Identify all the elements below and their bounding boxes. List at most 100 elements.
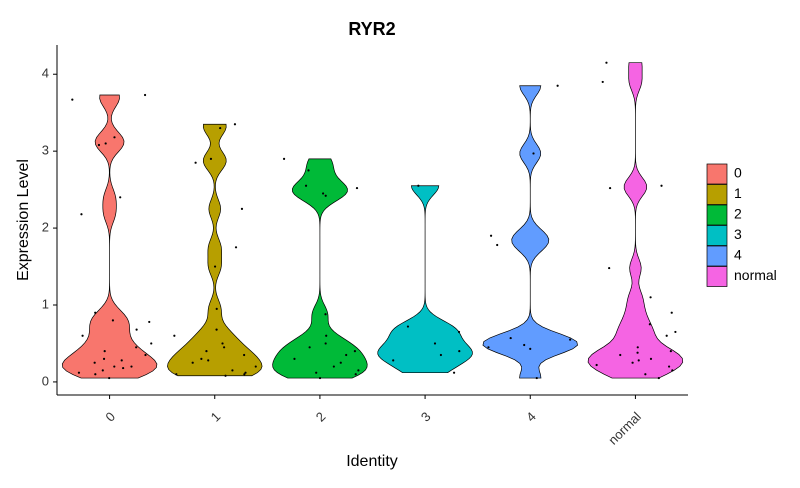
data-point: [209, 157, 213, 160]
data-point: [324, 342, 327, 345]
data-point: [595, 363, 598, 367]
data-point: [509, 336, 512, 340]
data-point: [207, 359, 210, 362]
x-tick-label: 2: [313, 409, 329, 425]
data-point: [353, 350, 357, 353]
data-point: [215, 307, 218, 310]
data-point: [200, 357, 203, 360]
data-point: [150, 342, 153, 345]
data-point: [496, 243, 499, 247]
y-tick-label: 2: [42, 220, 49, 235]
data-point: [240, 207, 244, 210]
data-point: [458, 350, 461, 353]
data-point: [674, 330, 677, 334]
legend-swatch: [706, 163, 728, 185]
data-point: [173, 334, 176, 337]
legend-label: 4: [734, 247, 742, 263]
data-point: [322, 192, 325, 195]
data-point: [325, 334, 328, 337]
data-point: [318, 376, 322, 380]
data-point: [143, 93, 147, 97]
legend-swatch: [706, 225, 728, 246]
data-point: [637, 359, 640, 362]
data-point: [215, 328, 218, 331]
data-point: [113, 136, 116, 139]
legend-swatch: [706, 204, 728, 226]
data-point: [93, 361, 96, 364]
data-point: [77, 371, 81, 374]
data-point: [457, 330, 461, 334]
data-point: [293, 357, 296, 360]
data-point: [254, 365, 257, 368]
y-tick-label: 3: [42, 143, 49, 158]
data-point: [94, 373, 97, 376]
y-tick-label: 4: [42, 66, 49, 81]
data-point: [104, 142, 107, 145]
data-point: [332, 365, 335, 368]
data-point: [231, 369, 234, 372]
data-point: [234, 246, 238, 249]
data-point: [452, 371, 456, 374]
data-point: [649, 296, 652, 299]
legend-label: 0: [734, 165, 742, 181]
data-point: [175, 373, 178, 376]
data-point: [194, 161, 197, 164]
data-point: [243, 353, 246, 357]
data-point: [81, 334, 84, 337]
data-point: [222, 346, 226, 349]
data-point: [108, 376, 111, 380]
data-point: [392, 359, 395, 362]
legend-label: normal: [734, 267, 777, 283]
legend-swatch: [706, 266, 728, 287]
data-point: [532, 152, 535, 155]
data-point: [135, 346, 138, 349]
data-point: [417, 184, 420, 187]
data-point: [636, 346, 639, 349]
data-point: [308, 346, 311, 349]
data-point: [670, 311, 673, 314]
data-point: [135, 328, 138, 331]
data-point: [315, 371, 318, 374]
x-tick-label: normal: [605, 409, 644, 448]
data-point: [439, 353, 443, 357]
data-point: [605, 61, 608, 64]
data-point: [657, 376, 660, 380]
data-point: [113, 365, 116, 368]
data-point: [523, 343, 526, 347]
data-point: [219, 126, 222, 130]
data-point: [103, 350, 106, 353]
data-point: [649, 357, 653, 360]
data-point: [556, 84, 559, 87]
data-point: [631, 361, 634, 364]
data-point: [667, 365, 671, 368]
data-point: [660, 184, 663, 187]
x-tick-label: 3: [418, 409, 434, 425]
data-point: [406, 325, 410, 328]
data-point: [324, 313, 327, 316]
chart-title: RYR2: [348, 19, 395, 39]
data-point: [233, 123, 237, 126]
y-axis-title: Expression Level: [15, 159, 32, 281]
data-point: [669, 350, 672, 353]
data-point: [355, 186, 359, 190]
violin: [61, 94, 158, 379]
data-point: [111, 319, 115, 322]
data-point: [608, 266, 611, 270]
data-point: [671, 369, 674, 372]
data-point: [619, 353, 622, 357]
data-point: [601, 80, 604, 84]
data-point: [94, 311, 97, 314]
data-point: [535, 376, 538, 380]
data-point: [665, 334, 668, 337]
x-axis-title: Identity: [346, 453, 398, 470]
data-point: [354, 373, 357, 376]
data-point: [339, 361, 342, 364]
data-point: [487, 346, 490, 349]
data-point: [324, 194, 327, 197]
data-point: [148, 320, 151, 324]
legend-label: 2: [734, 206, 742, 222]
data-point: [243, 373, 246, 376]
data-point: [608, 186, 612, 190]
data-point: [357, 369, 360, 372]
